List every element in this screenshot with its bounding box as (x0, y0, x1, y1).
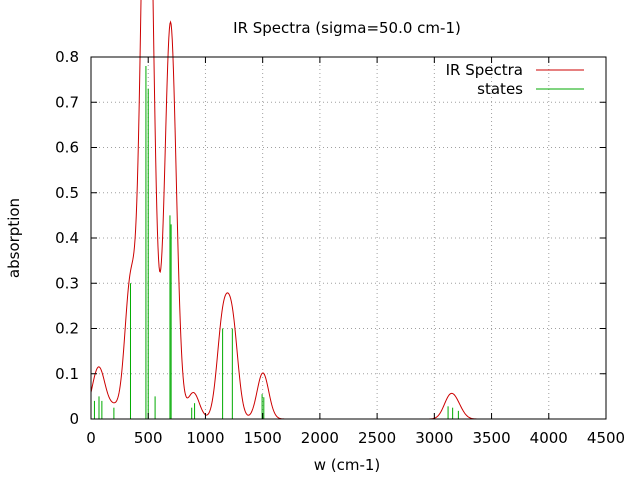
y-tick-label: 0.7 (55, 93, 79, 111)
legend-label-ir-spectra: IR Spectra (446, 61, 523, 79)
states-sticks (93, 66, 459, 419)
x-tick-label: 1000 (186, 429, 224, 447)
y-tick-label: 0 (69, 410, 79, 428)
x-tick-label: 2500 (358, 429, 396, 447)
x-tick-label: 2000 (301, 429, 339, 447)
y-tick-label: 0.8 (55, 48, 79, 66)
y-axis-ticks: 0 0.1 0.2 0.3 0.4 0.5 0.6 0.7 0.8 (55, 48, 606, 428)
y-tick-label: 0.4 (55, 229, 79, 247)
ir-spectra-curve (90, 0, 606, 420)
x-tick-label: 4000 (530, 429, 568, 447)
grid-lines (91, 57, 606, 419)
x-tick-label: 500 (134, 429, 163, 447)
y-tick-label: 0.1 (55, 365, 79, 383)
y-tick-label: 0.5 (55, 184, 79, 202)
x-tick-label: 0 (86, 429, 96, 447)
x-axis-ticks: 0 500 1000 1500 2000 2500 3000 3500 4000 4500 (86, 57, 625, 447)
y-tick-label: 0.6 (55, 139, 79, 157)
x-tick-label: 3500 (472, 429, 510, 447)
chart-title: IR Spectra (sigma=50.0 cm-1) (233, 19, 461, 37)
x-tick-label: 1500 (244, 429, 282, 447)
x-tick-label: 4500 (587, 429, 625, 447)
x-tick-label: 3000 (415, 429, 453, 447)
y-tick-label: 0.2 (55, 320, 79, 338)
x-axis-label: w (cm-1) (314, 456, 381, 474)
legend: IR Spectra states (446, 61, 584, 98)
plot-frame (90, 56, 607, 420)
legend-label-states: states (477, 80, 523, 98)
y-tick-label: 0.3 (55, 274, 79, 292)
y-axis-label: absorption (5, 198, 23, 278)
